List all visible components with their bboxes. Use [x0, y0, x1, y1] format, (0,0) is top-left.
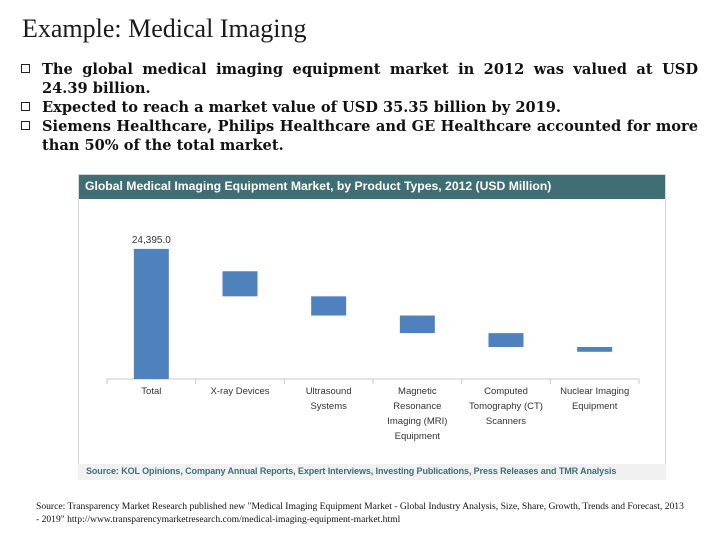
chart-source: Source: KOL Opinions, Company Annual Rep…: [86, 466, 617, 476]
category-label-line: Equipment: [395, 431, 441, 442]
bullet-text: Siemens Healthcare, Philips Healthcare a…: [42, 118, 698, 154]
checkbox-bullet-icon: [21, 102, 30, 111]
category-label-line: Resonance: [393, 401, 441, 412]
category-label: Computed Tomography (CT) Scanners: [469, 386, 543, 427]
bullet-list: The global medical imaging equipment mar…: [20, 60, 698, 155]
chart-title: Global Medical Imaging Equipment Market,…: [85, 179, 552, 193]
category-label: Total: [141, 386, 161, 397]
bullet-item: Siemens Healthcare, Philips Healthcare a…: [20, 117, 698, 155]
bar-ultrasound-systems: [311, 296, 347, 316]
category-label-line: Systems: [310, 401, 347, 412]
footnote: Source: Transparency Market Research pub…: [36, 501, 684, 525]
waterfall-chart: 24,395.0 Total X-ray Devices Ultrasound Syst…: [106, 235, 640, 442]
category-label-line: Ultrasound: [306, 386, 352, 397]
category-label-line: Total: [141, 386, 161, 397]
category-label-line: Magnetic: [398, 386, 437, 397]
chart-header: Global Medical Imaging Equipment Market,…: [79, 175, 665, 199]
category-label: Nuclear Imaging Equipment: [560, 386, 629, 412]
checkbox-bullet-icon: [21, 121, 30, 130]
category-label-line: Equipment: [572, 401, 618, 412]
category-label-line: Tomography (CT): [469, 401, 543, 412]
category-label-line: X-ray Devices: [210, 386, 269, 397]
category-label: X-ray Devices: [210, 386, 269, 397]
category-label-line: Imaging (MRI): [387, 416, 447, 427]
category-label: Ultrasound Systems: [306, 386, 352, 412]
category-label-line: Nuclear Imaging: [560, 386, 629, 397]
category-label-line: Computed: [484, 386, 528, 397]
chart-panel: Global Medical Imaging Equipment Market,…: [78, 174, 666, 466]
bar-x-ray-devices: [222, 271, 258, 297]
bullet-text: The global medical imaging equipment mar…: [42, 61, 698, 97]
bullet-text: Expected to reach a market value of USD …: [42, 99, 562, 116]
chart-source-bar: Source: KOL Opinions, Company Annual Rep…: [78, 464, 666, 480]
bar-nuclear-imaging-equipment: [577, 347, 613, 352]
bullet-item: Expected to reach a market value of USD …: [20, 98, 698, 117]
slide-title: Example: Medical Imaging: [22, 14, 307, 43]
category-label-line: Scanners: [486, 416, 526, 427]
bullet-item: The global medical imaging equipment mar…: [20, 60, 698, 98]
bar-magnetic-resonance-imaging-mri-equipment: [399, 315, 435, 334]
bar-computed-tomography-ct-scanners: [488, 333, 524, 347]
data-label: 24,395.0: [132, 235, 171, 246]
category-label: Magnetic Resonance Imaging (MRI) Equipment: [387, 386, 447, 442]
bar-total: [133, 248, 169, 379]
checkbox-bullet-icon: [21, 64, 30, 73]
